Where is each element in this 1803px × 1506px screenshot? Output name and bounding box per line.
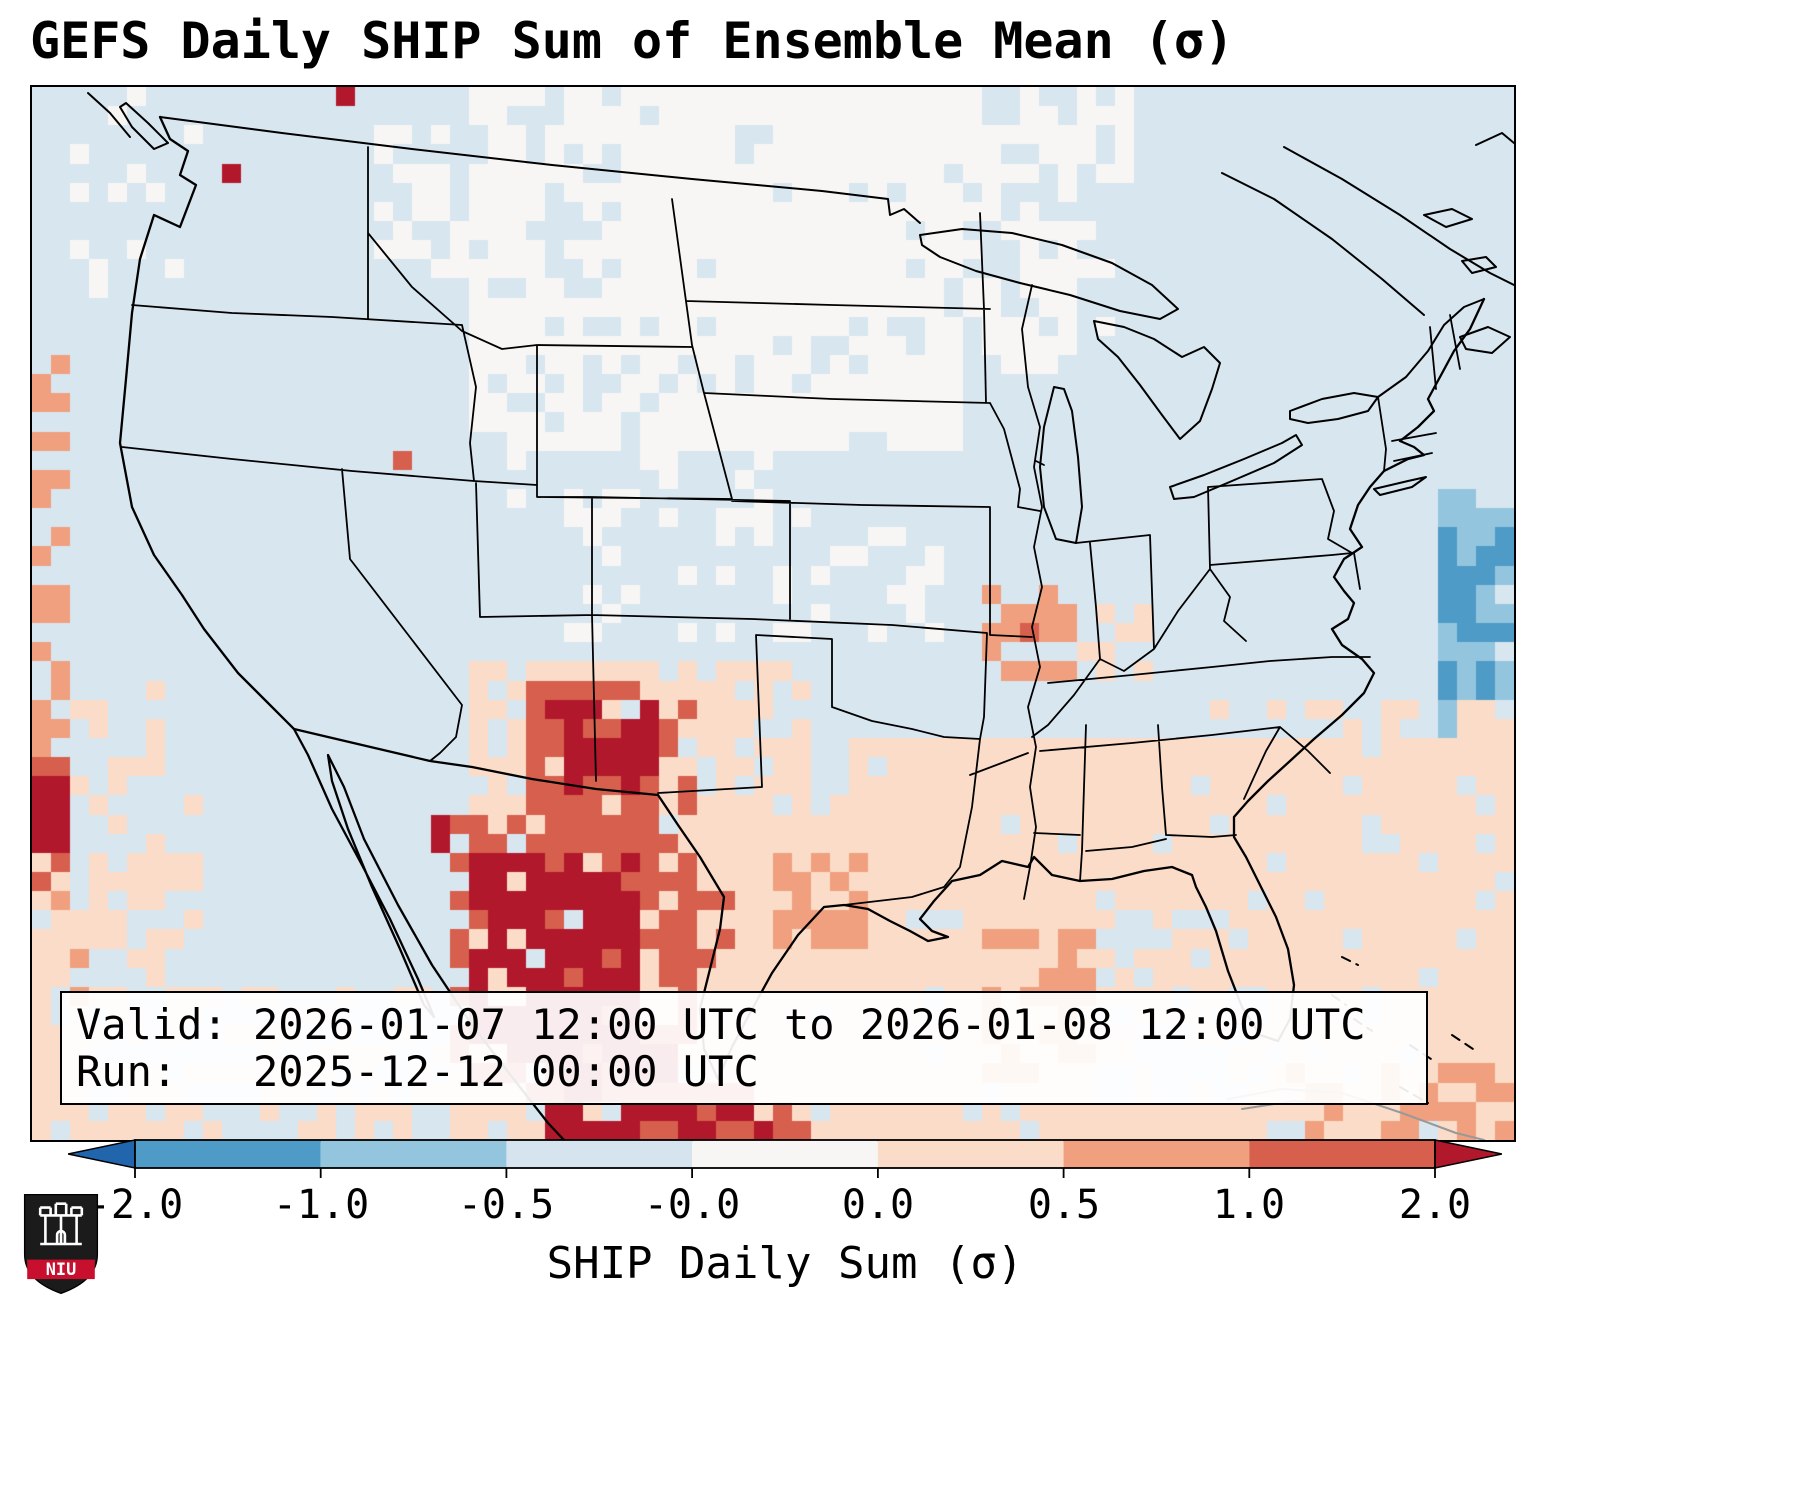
- tick-label: 2.0: [1398, 1182, 1472, 1228]
- heatmap-canvas: [32, 87, 1514, 1140]
- colorbar-segment: [1063, 1140, 1250, 1168]
- colorbar-segment: [135, 1140, 321, 1168]
- chart-title: GEFS Daily SHIP Sum of Ensemble Mean (σ): [30, 12, 1235, 70]
- niu-logo-text: NIU: [46, 1259, 77, 1279]
- colorbar-segment: [877, 1140, 1064, 1168]
- tick-label: 0.0: [841, 1182, 915, 1228]
- colorbar-axis-label: SHIP Daily Sum (σ): [546, 1238, 1024, 1289]
- tick-label: -0.0: [643, 1182, 741, 1228]
- colorbar-segment: [692, 1140, 878, 1168]
- tick-label: -2.0: [86, 1182, 184, 1228]
- valid-time-text: Valid: 2026-01-07 12:00 UTC to 2026-01-0…: [76, 1000, 1366, 1049]
- colorbar-segment: [506, 1140, 693, 1168]
- tick-label: 1.0: [1212, 1182, 1286, 1228]
- niu-shield-icon: NIU: [23, 1193, 99, 1295]
- map-area: Valid: 2026-01-07 12:00 UTC to 2026-01-0…: [30, 85, 1516, 1142]
- tick-label: -0.5: [457, 1182, 555, 1228]
- tick-label: -1.0: [272, 1182, 370, 1228]
- tick-label: 0.5: [1027, 1182, 1101, 1228]
- colorbar-outline: [134, 1139, 1436, 1169]
- colorbar-segment: [1249, 1140, 1436, 1168]
- niu-logo: NIU: [22, 1192, 100, 1296]
- colorbar-under-arrow: [68, 1139, 136, 1169]
- castle-icon: [38, 1202, 84, 1246]
- colorbar-tick-marks: [134, 1168, 1436, 1178]
- run-time-text: Run: 2025-12-12 00:00 UTC: [76, 1047, 759, 1096]
- colorbar: [68, 1139, 1502, 1178]
- colorbar-over-arrow: [1434, 1139, 1502, 1169]
- colorbar-tick-labels: -2.0 -1.0 -0.5 -0.0 0.0 0.5 1.0 2.0: [0, 1182, 1803, 1232]
- info-box: Valid: 2026-01-07 12:00 UTC to 2026-01-0…: [60, 991, 1428, 1105]
- colorbar-segment: [320, 1140, 507, 1168]
